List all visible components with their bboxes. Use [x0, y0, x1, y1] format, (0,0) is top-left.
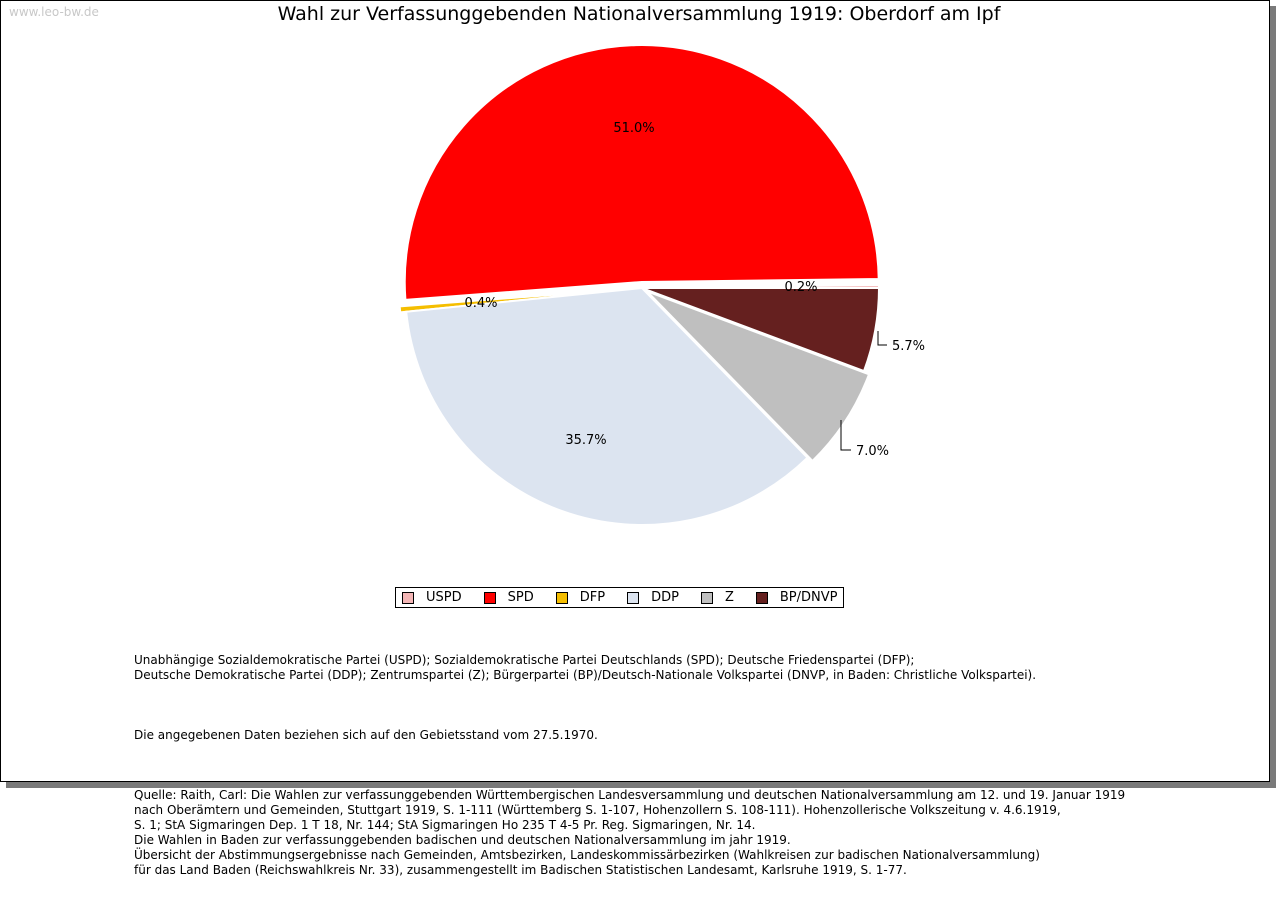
leader-line-z — [840, 420, 851, 451]
data-label-uspd: 0.2% — [784, 280, 817, 295]
chart-frame: www.leo-bw.de Wahl zur Verfassunggebende… — [0, 0, 1270, 877]
legend: USPD SPD DFP DDP Z BP/DNVP — [395, 587, 845, 608]
legend-swatch-uspd — [402, 591, 414, 604]
legend-item-uspd: USPD — [402, 590, 462, 605]
data-label-bp-dnvp: 5.7% — [892, 339, 925, 354]
territory-note: Die angegebenen Daten beziehen sich auf … — [134, 728, 598, 742]
legend-label-z: Z — [724, 590, 734, 605]
data-label-ddp: 35.7% — [565, 433, 606, 448]
legend-item-bp-dnvp: BP/DNVP — [755, 590, 838, 605]
pie-slice-ddp — [405, 286, 809, 526]
legend-swatch-dfp — [555, 591, 568, 604]
legend-swatch-ddp — [627, 591, 640, 604]
legend-label-uspd: USPD — [426, 590, 462, 605]
data-label-dfp: 0.4% — [464, 296, 497, 311]
legend-label-spd: SPD — [507, 590, 534, 605]
legend-item-dfp: DFP — [555, 590, 606, 605]
pie-slice-z — [646, 290, 871, 463]
legend-item-z: Z — [700, 590, 734, 605]
legend-swatch-bp-dnvp — [755, 591, 768, 604]
pie-chart: 0.2% 51.0% 0.4% 35.7% 7.0% 5.7% — [398, 44, 925, 526]
legend-label-bp-dnvp: BP/DNVP — [779, 590, 838, 605]
legend-swatch-spd — [483, 591, 496, 604]
chart-title: Wahl zur Verfassunggebenden Nationalvers… — [277, 3, 1001, 25]
legend-item-ddp: DDP — [627, 590, 679, 605]
data-label-z: 7.0% — [856, 444, 889, 459]
pie-slice-spd — [403, 44, 880, 301]
legend-label-dfp: DFP — [579, 590, 606, 605]
legend-item-spd: SPD — [483, 590, 534, 605]
party-abbreviations-note: Unabhängige Sozialdemokratische Partei (… — [134, 653, 1037, 682]
legend-label-ddp: DDP — [651, 590, 679, 605]
watermark: www.leo-bw.de — [9, 5, 99, 19]
notes: Unabhängige Sozialdemokratische Partei (… — [134, 623, 1125, 923]
pie-slice-bp-dnvp — [641, 287, 881, 373]
source-note: Quelle: Raith, Carl: Die Wahlen zur verf… — [134, 788, 1126, 877]
leader-line-bp-dnvp — [877, 331, 887, 346]
data-label-spd: 51.0% — [613, 121, 654, 136]
legend-swatch-z — [700, 591, 713, 604]
